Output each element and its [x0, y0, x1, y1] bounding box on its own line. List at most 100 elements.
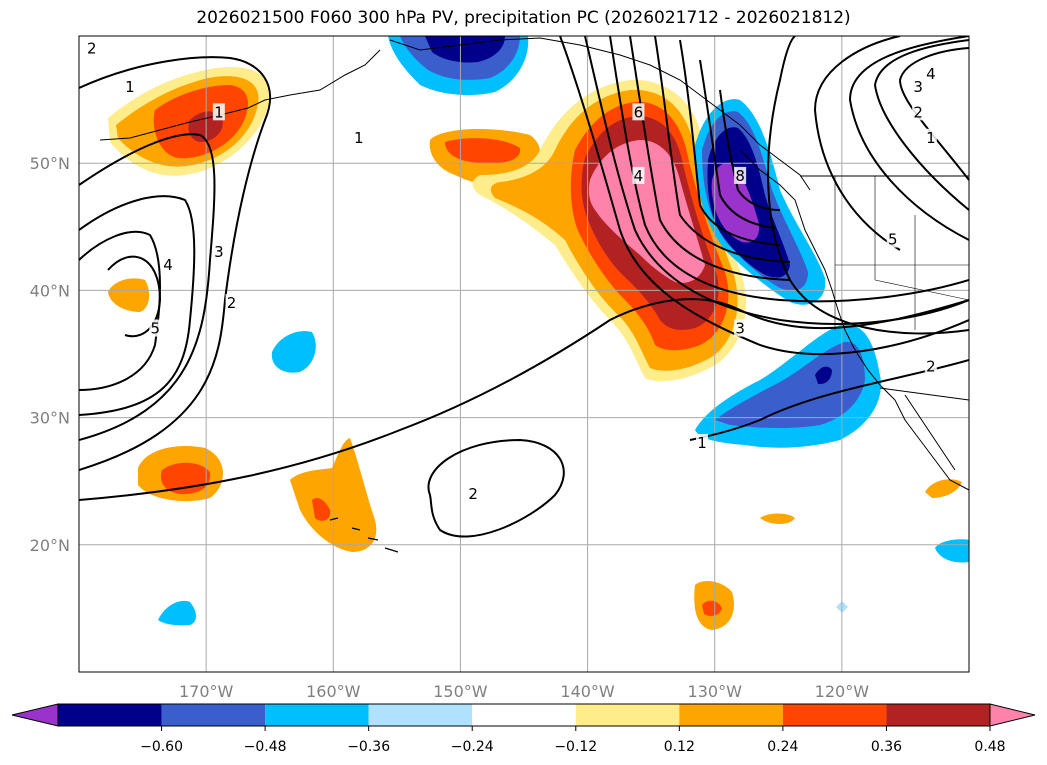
contour-label-bg	[212, 103, 225, 121]
pv-contour-trough-c	[609, 36, 969, 303]
pv-contour-east-5	[767, 36, 969, 335]
colorbar-label: 0.24	[767, 739, 798, 755]
precip-neg-coast-purple	[711, 163, 760, 243]
lon-tick-label: 140°W	[560, 682, 615, 701]
lon-tick-label: 160°W	[306, 682, 361, 701]
contour-label: 1	[214, 103, 224, 121]
coastlines	[99, 37, 969, 553]
contour-label-bg	[734, 319, 747, 337]
contour-label-bg	[912, 77, 925, 95]
colorbar-label: −0.60	[140, 739, 183, 755]
colorbar-label: −0.48	[244, 739, 287, 755]
precip-blob-15n-130w-red	[702, 600, 722, 616]
contour-label: 1	[926, 129, 936, 147]
contour-label: 3	[735, 320, 745, 338]
contour-label: 2	[87, 40, 97, 58]
colorbar-segment	[58, 704, 162, 726]
lon-tick-label: 120°W	[815, 682, 870, 701]
precip-blob-25n-125w	[760, 513, 795, 524]
precip-blob-small-west	[108, 278, 150, 312]
contour-label-bg	[924, 65, 937, 83]
coastline-baja	[904, 394, 956, 471]
colorbar-segment	[265, 704, 369, 726]
contour-label: 2	[468, 485, 478, 503]
coastline-alaska	[389, 37, 811, 191]
contour-label-bg	[886, 230, 899, 248]
precip-neg-top-navy	[425, 36, 505, 63]
precip-blob-hawaii-red	[312, 498, 331, 521]
pv-contour-trough-a	[559, 36, 969, 356]
contour-label-bg	[123, 77, 136, 95]
colorbar-extend-high	[989, 703, 1036, 727]
pv-contour-trough-g	[699, 59, 776, 229]
colorbar-label: 0.12	[664, 739, 695, 755]
pv-contour-trough-h	[719, 89, 781, 211]
precip-neg-se-navy	[815, 366, 832, 385]
lat-tick-label: 40°N	[30, 281, 70, 300]
contour-label-bg	[225, 294, 238, 312]
contour-label: 1	[125, 78, 135, 96]
lon-tick-label: 170°W	[179, 682, 234, 701]
precip-neg-se-blue	[715, 341, 865, 429]
colorbar-frame	[57, 703, 991, 727]
contour-label-bg	[696, 434, 708, 452]
colorbar-label: −0.36	[347, 739, 390, 755]
contour-label: 4	[926, 65, 936, 83]
pv-contour-2	[79, 133, 216, 441]
pv-contour-loop2	[427, 438, 565, 538]
contour-label: 3	[913, 78, 923, 96]
colorbar-segment	[679, 704, 783, 726]
pv-contour-east-4	[813, 36, 901, 251]
contour-label: 2	[926, 358, 936, 376]
pv-contour-3	[79, 195, 196, 416]
lon-tick-label: 150°W	[433, 682, 488, 701]
contour-label: 2	[913, 103, 923, 121]
colorbar-segment	[161, 704, 266, 726]
pv-contours	[79, 36, 969, 538]
contour-label: 1	[354, 129, 364, 147]
state-borders	[834, 176, 969, 330]
contour-label: 4	[634, 167, 644, 185]
colorbar-segment	[368, 704, 473, 726]
precip-blob-baja	[925, 479, 962, 498]
pv-contour-sub	[79, 298, 969, 501]
pv-contour-east-1b	[689, 359, 969, 441]
colorbar-segment	[886, 704, 990, 726]
pv-contour-trough-f	[679, 39, 781, 246]
colorbar-extend-low	[11, 703, 59, 727]
border-us-mexico	[879, 387, 969, 401]
contour-label-bg	[632, 103, 645, 121]
pv-contour-trough-b	[584, 36, 969, 325]
contour-label-bg	[734, 166, 747, 184]
contour-label-bg	[912, 103, 925, 121]
map-frame	[78, 35, 970, 673]
contour-label: 8	[735, 167, 745, 185]
coastline-aleutians	[99, 49, 381, 141]
contour-label: 6	[634, 103, 644, 121]
colorbar-segment	[782, 704, 887, 726]
colorbar-segment	[472, 704, 576, 726]
pv-contour-east-3	[848, 36, 969, 241]
contour-label-bg	[924, 128, 937, 146]
pv-contour-east-2	[873, 39, 969, 211]
lon-tick-label: 130°W	[688, 682, 743, 701]
lat-tick-label: 30°N	[30, 409, 70, 428]
coastline-hawaii	[329, 517, 399, 553]
contour-label-bg	[467, 484, 480, 502]
contour-label-bg	[85, 39, 98, 57]
lat-tick-labels: 50°N 40°N 30°N 20°N	[30, 154, 70, 555]
colorbar-label: −0.12	[554, 739, 597, 755]
precip-blob-neg-central	[271, 331, 316, 373]
contour-label-bg	[632, 166, 645, 184]
contour-label-bg	[352, 128, 365, 146]
lat-tick-label: 50°N	[30, 154, 70, 173]
colorbar-segment	[575, 704, 680, 726]
contour-label-bg	[149, 319, 162, 337]
colorbar-label: −0.24	[451, 739, 494, 755]
pv-contour-1	[79, 56, 271, 471]
precip-blob-50n-red	[445, 138, 521, 164]
gridlines	[79, 36, 969, 672]
